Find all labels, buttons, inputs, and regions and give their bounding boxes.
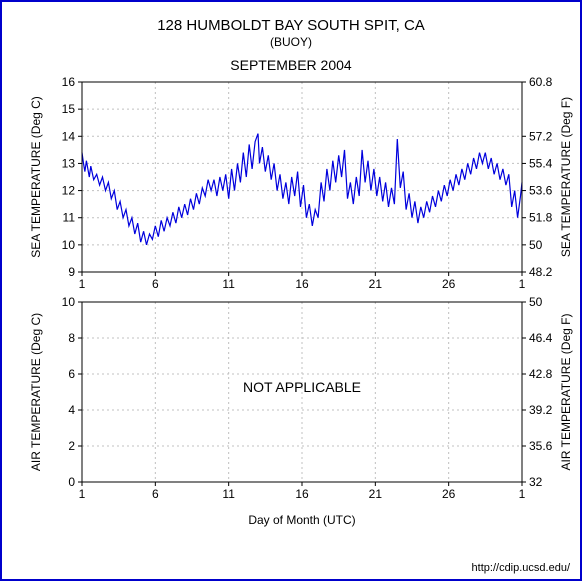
ytick-right: 57.2 [529,129,553,143]
xtick: 1 [79,277,86,291]
xtick: 1 [519,487,526,501]
title-month: SEPTEMBER 2004 [230,57,352,73]
ytick-left: 10 [62,295,76,309]
xtick: 1 [79,487,86,501]
ytick-left: 10 [62,238,76,252]
ytick-left: 16 [62,75,76,89]
ylabel-right: SEA TEMPERATURE (Deg F) [559,97,573,257]
xtick: 26 [442,277,456,291]
ytick-left: 8 [68,331,75,345]
xtick: 16 [295,277,309,291]
ytick-right: 50 [529,238,543,252]
ytick-left: 14 [62,129,76,143]
xtick: 21 [369,277,383,291]
title-main: 128 HUMBOLDT BAY SOUTH SPIT, CA [157,17,425,34]
ytick-left: 0 [68,475,75,489]
ytick-left: 2 [68,439,75,453]
xtick: 21 [369,487,383,501]
ytick-right: 51.8 [529,211,553,225]
ytick-left: 13 [62,156,76,170]
xtick: 11 [222,487,235,501]
xtick: 6 [152,277,159,291]
not-applicable-text: NOT APPLICABLE [243,379,361,395]
ytick-right: 53.6 [529,184,553,198]
xtick: 16 [295,487,309,501]
ytick-left: 6 [68,367,75,381]
ytick-right: 48.2 [529,265,553,279]
ytick-right: 50 [529,295,543,309]
title-sub: (BUOY) [270,35,312,49]
xtick: 6 [152,487,159,501]
ytick-left: 12 [62,184,76,198]
ytick-right: 35.6 [529,439,553,453]
ytick-right: 46.4 [529,331,553,345]
ytick-right: 39.2 [529,403,553,417]
xtick: 26 [442,487,456,501]
ytick-right: 42.8 [529,367,553,381]
ytick-left: 15 [62,102,76,116]
ytick-left: 9 [68,265,75,279]
ytick-right: 32 [529,475,543,489]
ytick-left: 11 [63,211,76,225]
xlabel: Day of Month (UTC) [248,513,355,527]
ytick-left: 4 [68,403,75,417]
xtick: 11 [222,277,235,291]
xtick: 1 [519,277,526,291]
ylabel-left: SEA TEMPERATURE (Deg C) [29,96,43,258]
footer-url: http://cdip.ucsd.edu/ [472,562,571,574]
ytick-right: 55.4 [529,156,553,170]
ylabel-right: AIR TEMPERATURE (Deg F) [559,314,573,471]
ytick-right: 60.8 [529,75,553,89]
ylabel-left: AIR TEMPERATURE (Deg C) [29,313,43,471]
